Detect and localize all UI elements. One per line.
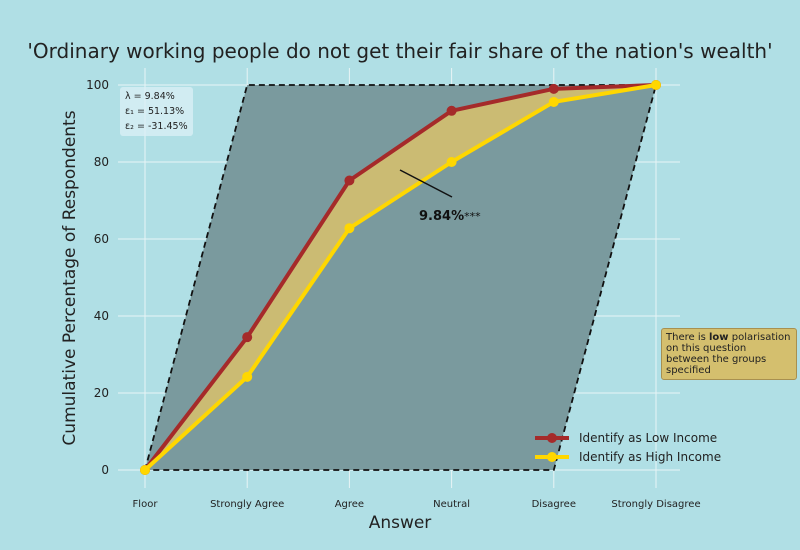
x-axis-label: Answer <box>369 513 432 533</box>
y-tick-label: 100 <box>86 78 109 92</box>
stats-box: λ = 9.84% ε₁ = 51.13% ε₂ = -31.45% <box>120 87 193 136</box>
parallelogram-area <box>143 84 658 471</box>
y-tick-label: 60 <box>94 232 109 246</box>
x-tick-label: Disagree <box>532 499 576 510</box>
data-point-high-income <box>651 80 661 90</box>
y-tick-label: 20 <box>94 386 109 400</box>
data-point-high-income <box>548 96 559 107</box>
y-axis-label: Cumulative Percentage of Respondents <box>60 110 80 445</box>
x-tick-label: Strongly Disagree <box>611 499 700 510</box>
between-series-fill <box>145 85 656 470</box>
polarisation-note: There is low polarisation on this questi… <box>661 328 797 380</box>
stat-lambda: λ = 9.84% <box>125 91 175 102</box>
note-post: polarisation on this question between th… <box>666 332 791 376</box>
data-point-low-income <box>242 332 253 343</box>
y-tick-label: 40 <box>94 309 109 323</box>
series-layer <box>140 80 661 475</box>
data-point-high-income <box>344 223 355 234</box>
legend-label-low-income: Identify as Low Income <box>579 430 718 445</box>
stat-eps1: ε₁ = 51.13% <box>125 106 185 117</box>
data-point-high-income <box>446 157 457 167</box>
x-tick-label: Floor <box>133 499 159 510</box>
legend-label-high-income: Identify as High Income <box>579 449 722 464</box>
data-point-high-income <box>242 371 253 382</box>
legend-item-high-income: Identify as High Income <box>535 447 721 466</box>
y-tick-label: 0 <box>101 463 109 477</box>
data-point-high-income <box>140 465 150 475</box>
note-bold: low <box>709 332 729 343</box>
tick-labels: 0 20 40 60 80 100 Floor Strongly Agree Agree Neut… <box>86 78 701 510</box>
legend-item-low-income: Identify as Low Income <box>535 428 721 447</box>
x-tick-label: Agree <box>335 499 364 510</box>
data-point-low-income <box>548 83 559 94</box>
x-tick-label: Strongly Agree <box>210 499 284 510</box>
annotation-label: 9.84%*** <box>419 209 481 224</box>
annotation-layer: 9.84%*** <box>399 169 481 224</box>
series-line-high-income <box>143 83 657 472</box>
series-line-low-income <box>143 83 657 472</box>
annotation-pointer <box>399 169 453 198</box>
y-tick-label: 80 <box>94 155 109 169</box>
data-point-low-income <box>446 105 457 116</box>
stat-eps2: ε₂ = -31.45% <box>125 121 188 132</box>
note-pre: There is <box>666 332 709 343</box>
legend: Identify as Low Income Identify as High … <box>535 428 721 466</box>
legend-swatch-low-income <box>535 432 569 444</box>
chart-title: 'Ordinary working people do not get thei… <box>27 39 772 63</box>
x-tick-label: Neutral <box>433 499 470 510</box>
data-point-low-income <box>344 175 355 186</box>
legend-swatch-high-income <box>535 451 569 463</box>
